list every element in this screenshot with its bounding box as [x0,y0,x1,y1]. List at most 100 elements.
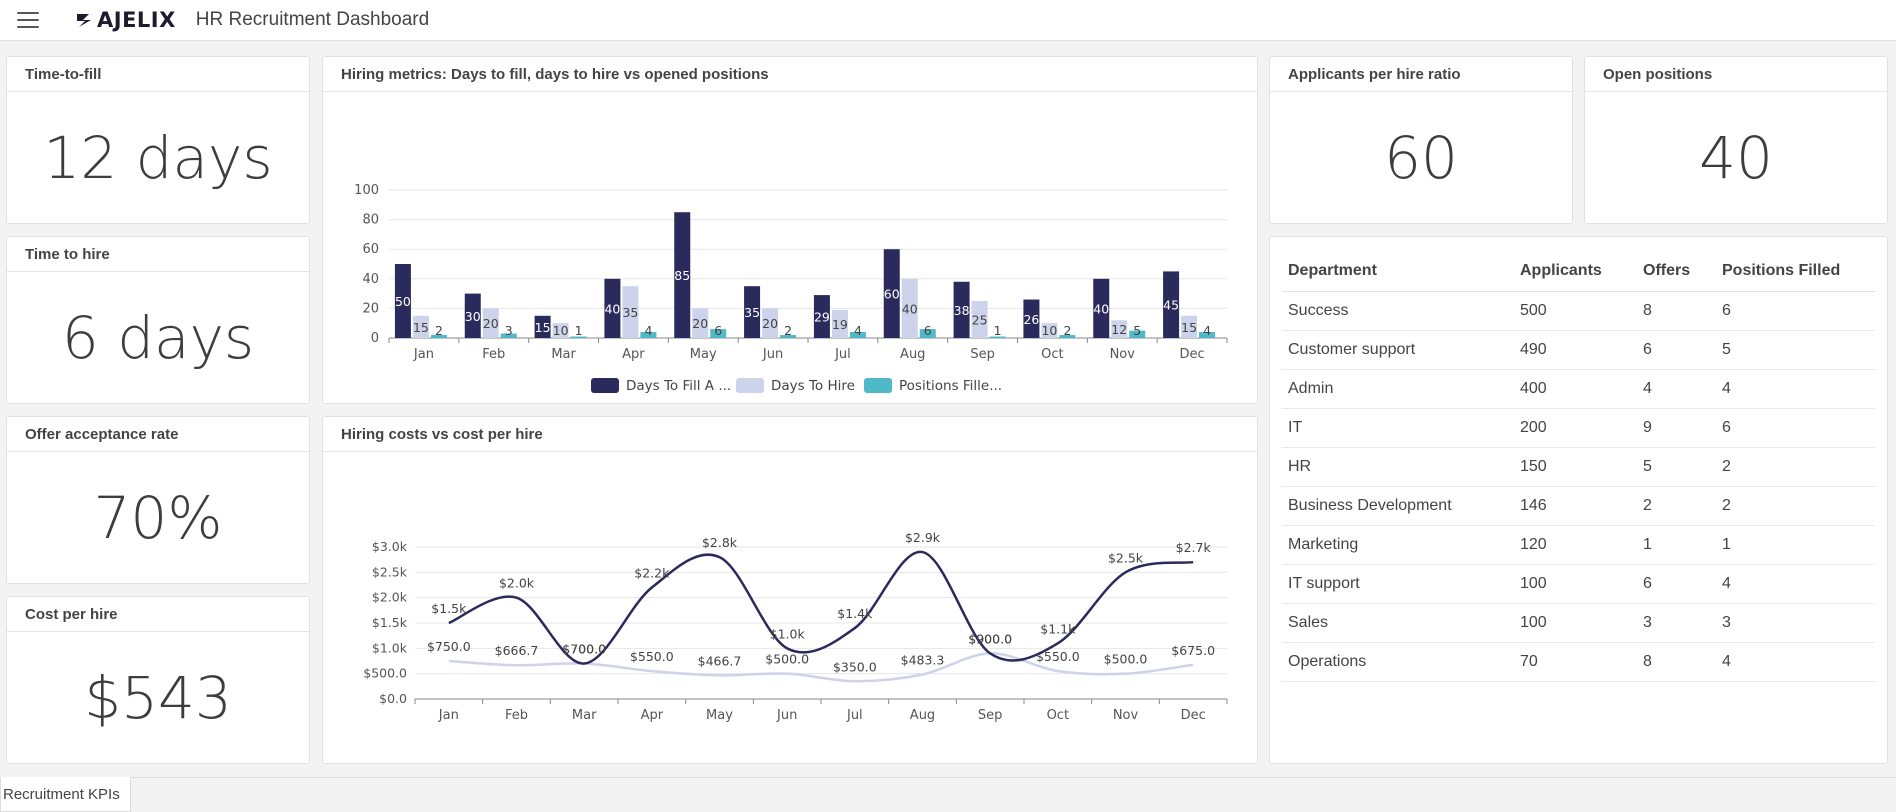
bar-data-label: 40 [1093,301,1109,316]
column-header-applicants[interactable]: Applicants [1514,251,1637,292]
table-cell: 3 [1637,603,1716,643]
table-cell: 3 [1716,603,1875,643]
x-tick-label: Jun [776,708,797,723]
line-data-label: $2.5k [1108,550,1144,565]
kpi-value: 6 days [61,303,255,372]
table-row[interactable]: Sales 100 3 3 [1282,603,1875,643]
card-title: Time-to-fill [7,57,309,92]
line-data-label: $500.0 [1104,652,1148,667]
line-data-label: $750.0 [427,639,471,654]
bar-data-label: 20 [692,316,708,331]
table-row[interactable]: Admin 400 4 4 [1282,369,1875,409]
bar-data-label: 1 [994,323,1002,338]
y-tick-label: $1.5k [372,615,408,630]
table-cell: Admin [1282,369,1514,409]
card-title: Hiring metrics: Days to fill, days to hi… [323,57,1257,92]
bar-data-label: 85 [674,268,690,283]
line-chart: $0.0 $500.0 $1.0k $1.5k $2.0k $2.5k $3.0k Jan Fe… [363,530,1228,723]
x-tick-label: Jan [438,708,459,723]
line-data-label: $550.0 [1036,649,1080,664]
bar-days-to-fill-a [604,278,621,338]
table-cell: 4 [1637,369,1716,409]
table-cell: 9 [1637,408,1716,448]
table-cell: 5 [1637,447,1716,487]
bar-data-label: 15 [413,320,429,335]
table-cell: HR [1282,447,1514,487]
bar-data-label: 40 [604,301,620,316]
hamburger-menu-icon[interactable] [17,12,39,28]
table-row[interactable]: Customer support 490 6 5 [1282,330,1875,370]
table-row[interactable]: Marketing 120 1 1 [1282,525,1875,565]
bar-chart-card: Hiring metrics: Days to fill, days to hi… [322,56,1258,404]
table-row[interactable]: Business Development 146 2 2 [1282,486,1875,526]
table-row[interactable]: Success 500 8 6 [1282,291,1875,331]
bar-days-to-hire [1181,315,1198,338]
line-series-cost-per-hire [448,652,1194,683]
bar-data-label: 3 [505,323,513,338]
line-data-label: $700.0 [562,642,606,657]
bar-positions-fille [500,333,517,338]
legend-label: Positions Fille... [899,378,1002,394]
card-title: Time to hire [7,237,309,272]
x-tick-label: May [706,708,733,723]
table-cell: Customer support [1282,330,1514,370]
x-tick-label: May [690,347,717,362]
line-data-label: $2.7k [1176,540,1212,555]
table-row[interactable]: HR 150 5 2 [1282,447,1875,487]
card-title: Open positions [1585,57,1887,92]
department-table-card: Department Applicants Offers Positions F… [1269,236,1888,764]
bar-data-label: 2 [1063,323,1071,338]
table-cell: 2 [1716,447,1875,487]
bar-days-to-hire [1111,320,1128,338]
y-tick-label: 0 [371,331,379,346]
table-cell: 100 [1514,564,1637,604]
bar-data-label: 40 [902,301,918,316]
bar-data-label: 35 [622,305,638,320]
y-tick-label: 20 [362,301,379,316]
x-tick-label: Oct [1041,347,1063,362]
x-tick-label: Nov [1110,347,1136,362]
x-tick-label: Feb [505,708,528,723]
table-cell: 490 [1514,330,1637,370]
column-header-offers[interactable]: Offers [1637,251,1716,292]
line-data-label: $350.0 [833,659,877,674]
bar-data-label: 30 [465,309,481,324]
line-data-label: $466.7 [698,653,742,668]
x-tick-label: Mar [551,347,576,362]
y-tick-label: 60 [362,242,379,257]
logo[interactable]: AJELIX [73,8,176,32]
kpi-card-time-to-hire: Time to hire 6 days [6,236,310,404]
table-cell: Success [1282,291,1514,331]
card-title: Applicants per hire ratio [1270,57,1572,92]
line-data-label: $500.0 [765,652,809,667]
legend-label: Days To Fill A ... [626,378,731,394]
table-cell: Marketing [1282,525,1514,565]
bar-days-to-fill-a [1093,278,1110,338]
column-header-department[interactable]: Department [1282,251,1514,292]
line-data-label: $483.3 [901,653,945,668]
table-row[interactable]: Operations 70 8 4 [1282,642,1875,682]
bar-data-label: 6 [714,323,722,338]
kpi-card-applicants-ratio: Applicants per hire ratio 60 [1269,56,1573,224]
table-cell: 1 [1716,525,1875,565]
kpi-value: 40 [1699,123,1773,192]
x-tick-label: Aug [900,347,925,362]
x-tick-label: Feb [482,347,505,362]
table-cell: Operations [1282,642,1514,682]
y-tick-label: $2.5k [372,564,408,579]
table-row[interactable]: IT support 100 6 4 [1282,564,1875,604]
bar-data-label: 20 [762,316,778,331]
bar-data-label: 4 [1203,323,1211,338]
bar-positions-fille [1129,330,1146,338]
kpi-card-offer-acceptance: Offer acceptance rate 70% [6,416,310,584]
bar-data-label: 6 [924,323,932,338]
sheet-tab-recruitment-kpis[interactable]: Recruitment KPIs [0,777,131,812]
x-tick-label: Jul [834,347,851,362]
table-cell: Business Development [1282,486,1514,526]
line-data-label: $2.0k [499,576,535,591]
line-data-label: $550.0 [630,649,674,664]
column-header-positions-filled[interactable]: Positions Filled [1716,251,1875,292]
bar-days-to-fill-a [953,281,970,338]
table-cell: 70 [1514,642,1637,682]
table-row[interactable]: IT 200 9 6 [1282,408,1875,448]
